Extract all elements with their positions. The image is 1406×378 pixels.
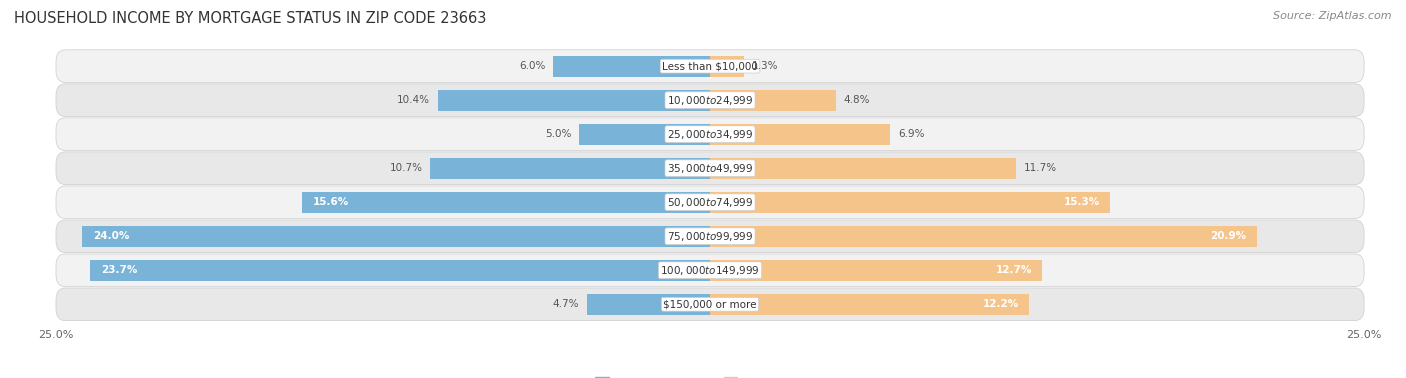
Text: 6.0%: 6.0% xyxy=(519,61,546,71)
Text: 20.9%: 20.9% xyxy=(1211,231,1246,241)
Text: 4.8%: 4.8% xyxy=(844,95,870,105)
Text: $75,000 to $99,999: $75,000 to $99,999 xyxy=(666,230,754,243)
Bar xyxy=(553,56,710,77)
FancyBboxPatch shape xyxy=(56,50,1364,82)
FancyBboxPatch shape xyxy=(56,118,1364,150)
FancyBboxPatch shape xyxy=(56,220,1364,253)
Text: 1.3%: 1.3% xyxy=(752,61,779,71)
Text: $35,000 to $49,999: $35,000 to $49,999 xyxy=(666,162,754,175)
Bar xyxy=(710,226,1257,247)
Bar xyxy=(302,192,710,213)
Text: 15.3%: 15.3% xyxy=(1063,197,1099,207)
Text: 12.7%: 12.7% xyxy=(995,265,1032,275)
Bar xyxy=(710,294,1029,315)
Text: $100,000 to $149,999: $100,000 to $149,999 xyxy=(661,264,759,277)
Text: 6.9%: 6.9% xyxy=(898,129,925,139)
FancyBboxPatch shape xyxy=(56,186,1364,218)
Bar xyxy=(439,90,710,111)
Bar xyxy=(710,260,1042,281)
FancyBboxPatch shape xyxy=(56,84,1364,116)
Text: 23.7%: 23.7% xyxy=(101,265,136,275)
Bar xyxy=(710,124,890,145)
Text: Less than $10,000: Less than $10,000 xyxy=(662,61,758,71)
Text: 12.2%: 12.2% xyxy=(983,299,1018,309)
Text: HOUSEHOLD INCOME BY MORTGAGE STATUS IN ZIP CODE 23663: HOUSEHOLD INCOME BY MORTGAGE STATUS IN Z… xyxy=(14,11,486,26)
FancyBboxPatch shape xyxy=(56,254,1364,287)
Bar xyxy=(710,56,744,77)
Bar xyxy=(710,158,1017,179)
Bar xyxy=(710,90,835,111)
Legend: Without Mortgage, With Mortgage: Without Mortgage, With Mortgage xyxy=(591,373,830,378)
Text: 10.4%: 10.4% xyxy=(398,95,430,105)
Text: 11.7%: 11.7% xyxy=(1024,163,1057,173)
Text: $50,000 to $74,999: $50,000 to $74,999 xyxy=(666,196,754,209)
Text: 5.0%: 5.0% xyxy=(546,129,571,139)
Bar xyxy=(579,124,710,145)
Text: $150,000 or more: $150,000 or more xyxy=(664,299,756,309)
Text: Source: ZipAtlas.com: Source: ZipAtlas.com xyxy=(1274,11,1392,21)
Bar xyxy=(710,192,1111,213)
Bar xyxy=(90,260,710,281)
FancyBboxPatch shape xyxy=(56,152,1364,184)
Text: 24.0%: 24.0% xyxy=(93,231,129,241)
Bar xyxy=(430,158,710,179)
Text: 4.7%: 4.7% xyxy=(553,299,579,309)
Text: 15.6%: 15.6% xyxy=(312,197,349,207)
Text: $25,000 to $34,999: $25,000 to $34,999 xyxy=(666,128,754,141)
Text: $10,000 to $24,999: $10,000 to $24,999 xyxy=(666,94,754,107)
Text: 10.7%: 10.7% xyxy=(389,163,422,173)
FancyBboxPatch shape xyxy=(56,288,1364,321)
Bar xyxy=(588,294,710,315)
Bar xyxy=(83,226,710,247)
